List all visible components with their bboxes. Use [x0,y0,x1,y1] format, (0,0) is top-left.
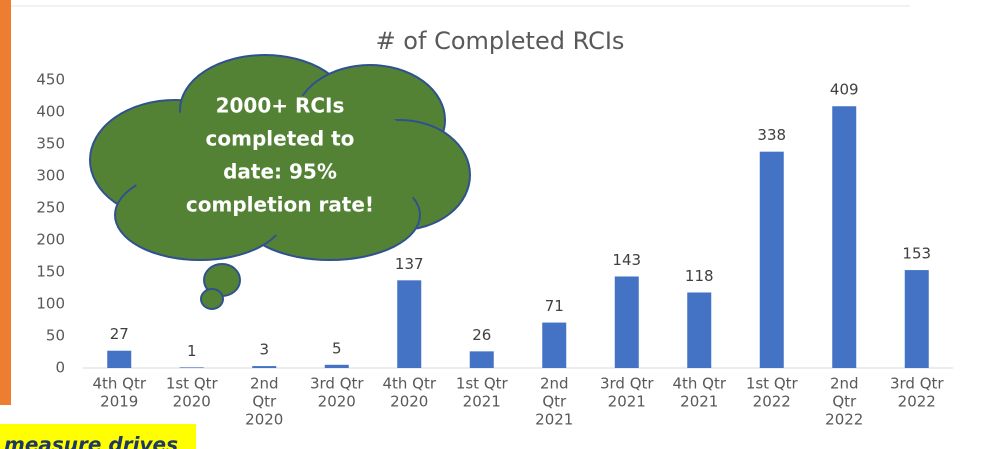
x-tick-label: 2020 [245,411,283,429]
x-tick-label: 3rd Qtr [310,375,364,393]
data-label: 137 [395,255,424,273]
bar [397,280,421,368]
y-tick-label: 300 [36,167,65,185]
data-label: 143 [612,251,641,269]
x-tick-label: 3rd Qtr [600,375,654,393]
x-tick-label: 2020 [390,393,428,411]
x-tick-label: 4th Qtr [382,375,436,393]
bar [180,367,204,368]
callout-text: 2000+ RCIs [216,94,345,118]
bar [832,106,856,368]
x-tick-label: 1st Qtr [456,375,509,393]
x-tick-label: Qtr [252,393,277,411]
x-tick-label: 2nd [540,375,569,393]
chart: # of Completed RCIs 05010015020025030035… [0,0,984,449]
data-label: 5 [332,339,342,357]
x-tick-label: 4th Qtr [92,375,146,393]
bar [107,351,131,368]
y-tick-label: 250 [36,199,65,217]
callout-text: completion rate! [186,193,374,217]
x-tick-label: 2022 [825,411,863,429]
bar [325,365,349,368]
data-label: 71 [545,297,564,315]
bar [252,366,276,368]
bar [687,292,711,368]
bar [542,323,566,368]
y-tick-label: 450 [36,71,65,89]
x-tick-label: 2020 [318,393,356,411]
x-tick-label: 2nd [830,375,859,393]
data-label: 3 [259,341,269,359]
x-tick-label: 2021 [680,393,718,411]
callout-text: date: 95% [223,160,337,184]
data-label: 26 [472,326,491,344]
bar [760,152,784,368]
x-tick-label: 4th Qtr [672,375,726,393]
chart-title: # of Completed RCIs [376,27,625,55]
y-tick-label: 50 [46,327,65,345]
y-tick-label: 0 [55,359,65,377]
x-tick-label: Qtr [542,393,567,411]
callout-text: completed to [206,127,355,151]
y-tick-label: 100 [36,295,65,313]
y-tick-label: 200 [36,231,65,249]
x-tick-label: 1st Qtr [166,375,219,393]
x-tick-label: 2022 [898,393,936,411]
data-label: 118 [685,267,714,285]
x-tick-label: 3rd Qtr [890,375,944,393]
x-tick-label: Qtr [832,393,857,411]
bar [470,351,494,368]
x-tick-label: 2nd [250,375,279,393]
data-label: 338 [757,126,786,144]
side-accent [0,0,11,405]
data-label: 409 [830,81,859,99]
x-tick-label: 1st Qtr [746,375,799,393]
x-tick-label: 2021 [463,393,501,411]
x-tick-label: 2021 [608,393,646,411]
note-text: measure drives [4,433,178,449]
y-tick-label: 350 [36,135,65,153]
y-tick-label: 400 [36,103,65,121]
data-label: 1 [187,342,197,360]
x-tick-label: 2021 [535,411,573,429]
bar [615,276,639,368]
bar [905,270,929,368]
y-tick-label: 150 [36,263,65,281]
data-label: 153 [902,245,931,263]
x-tick-label: 2019 [100,393,138,411]
data-label: 27 [110,325,129,343]
x-tick-label: 2020 [173,393,211,411]
x-tick-label: 2022 [753,393,791,411]
